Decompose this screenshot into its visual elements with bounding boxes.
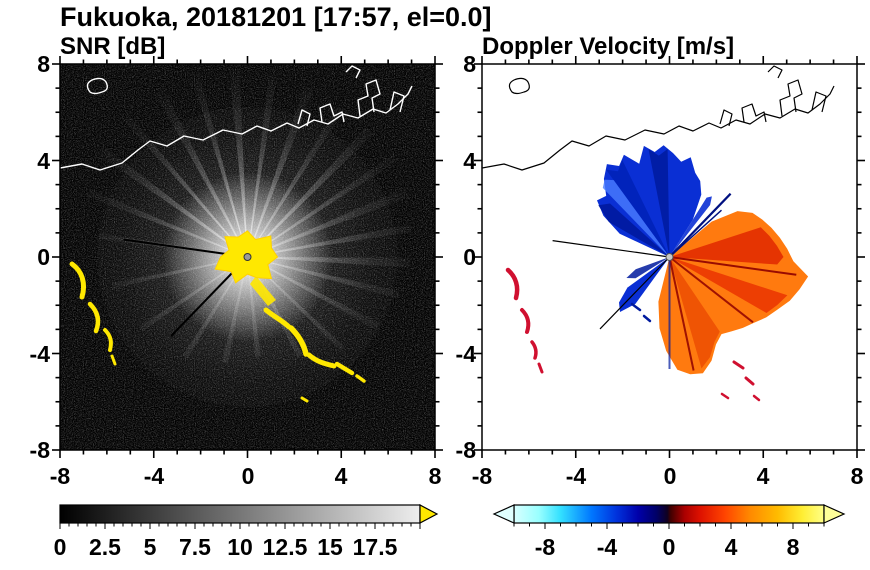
y-tick-label: 8 [463, 51, 476, 77]
colorbar-tick-label: 15 [317, 534, 343, 560]
x-tick-label: 4 [334, 463, 348, 489]
colorbar-tick-label: 0 [53, 534, 67, 560]
x-tick-label: 8 [428, 463, 442, 489]
colorbar-tick-label: -4 [596, 534, 618, 560]
x-tick-label: -8 [471, 463, 493, 489]
snr-panel-title: SNR [dB] [60, 33, 166, 60]
y-tick-label: -4 [29, 341, 50, 367]
snr-colorbar-image [59, 504, 439, 529]
y-tick-label: 4 [37, 148, 50, 174]
snr-colorbar [59, 504, 439, 532]
colorbar-tick-label: -8 [534, 534, 556, 560]
colorbar-tick-label: 17.5 [352, 534, 398, 560]
colorbar-tick-label: 12.5 [262, 534, 308, 560]
doppler-radar-plot [474, 56, 865, 458]
y-tick-label: 0 [37, 244, 50, 270]
x-tick-label: 0 [663, 463, 677, 489]
y-tick-label: -8 [455, 437, 476, 463]
doppler-colorbar [492, 504, 846, 532]
x-tick-label: 4 [756, 463, 770, 489]
y-tick-label: -4 [455, 341, 476, 367]
colorbar-tick-label: 10 [227, 534, 253, 560]
y-tick-label: -8 [29, 437, 50, 463]
y-tick-label: 4 [463, 148, 476, 174]
colorbar-tick-label: 2.5 [89, 534, 121, 560]
x-tick-label: 8 [850, 463, 864, 489]
figure-title: Fukuoka, 20181201 [17:57, el=0.0] [60, 2, 492, 32]
doppler-radar-image [474, 56, 865, 458]
doppler-panel-title: Doppler Velocity [m/s] [482, 33, 735, 60]
y-tick-label: 8 [37, 51, 50, 77]
colorbar-tick-label: 7.5 [179, 534, 211, 560]
colorbar-tick-label: 5 [143, 534, 157, 560]
colorbar-tick-label: 0 [662, 534, 676, 560]
x-tick-label: -4 [143, 463, 165, 489]
x-tick-label: 0 [241, 463, 255, 489]
y-tick-label: 0 [463, 244, 476, 270]
colorbar-tick-label: 4 [724, 534, 738, 560]
doppler-colorbar-image [492, 504, 846, 529]
x-tick-label: -4 [565, 463, 587, 489]
colorbar-tick-label: 8 [786, 534, 800, 560]
x-tick-label: -8 [49, 463, 71, 489]
snr-radar-image [52, 56, 443, 458]
snr-radar-plot [52, 56, 443, 458]
